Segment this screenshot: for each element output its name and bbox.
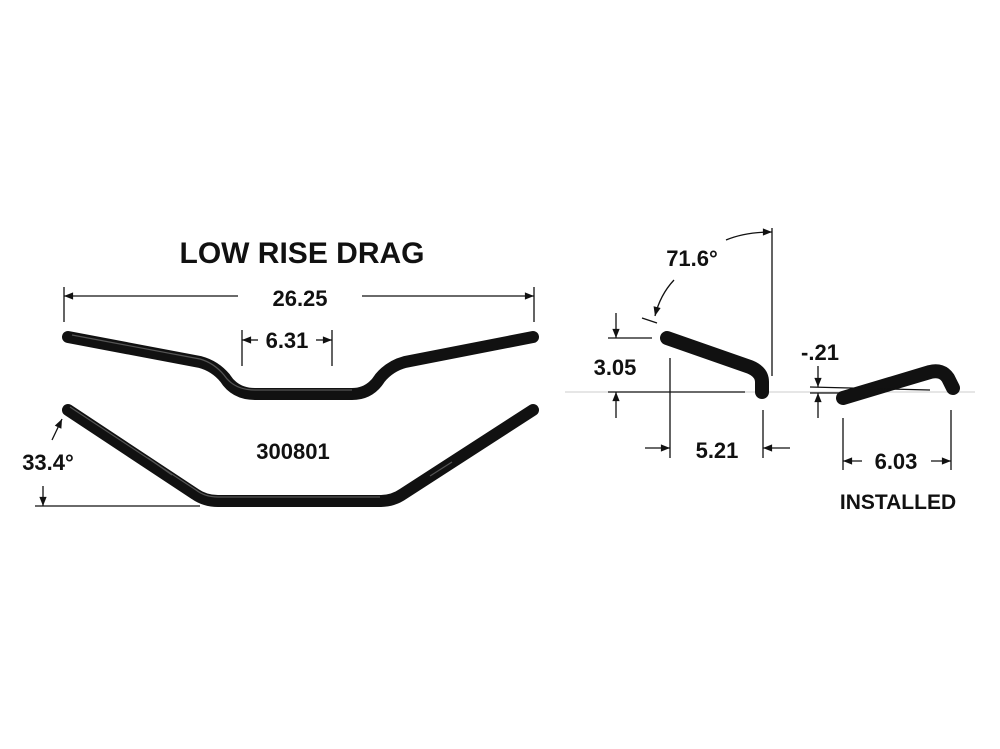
- center-width-dimension: 6.31: [241, 328, 333, 366]
- diagram-title: LOW RISE DRAG: [180, 237, 425, 270]
- pullback-dimension: 5.21: [645, 358, 790, 463]
- center-width-value: 6.31: [266, 328, 309, 353]
- handlebar-side-view: [660, 331, 769, 399]
- overall-width-value: 26.25: [272, 286, 327, 311]
- installed-pullback-value: 6.03: [875, 449, 918, 474]
- handlebar-installed-view: [836, 364, 960, 405]
- part-number: 300801: [256, 439, 329, 464]
- installed-label: INSTALLED: [840, 491, 956, 514]
- pullback-value: 5.21: [696, 438, 739, 463]
- installed-pullback-dimension: 6.03: [842, 410, 952, 474]
- rise-value: 3.05: [594, 355, 637, 380]
- installed-rise-dimension: -.21: [801, 340, 931, 418]
- rise-angle-value: 71.6°: [666, 246, 718, 271]
- rise-dimension: 3.05: [594, 313, 745, 418]
- installed-rise-value: -.21: [801, 340, 839, 365]
- handlebar-top-view: [62, 331, 539, 400]
- rise-angle-dimension: 71.6°: [641, 228, 773, 376]
- sweep-angle-dimension: 33.4°: [22, 418, 200, 507]
- sweep-angle-value: 33.4°: [22, 450, 74, 475]
- overall-width-dimension: 26.25: [63, 286, 535, 322]
- handlebar-front-view: [62, 404, 539, 507]
